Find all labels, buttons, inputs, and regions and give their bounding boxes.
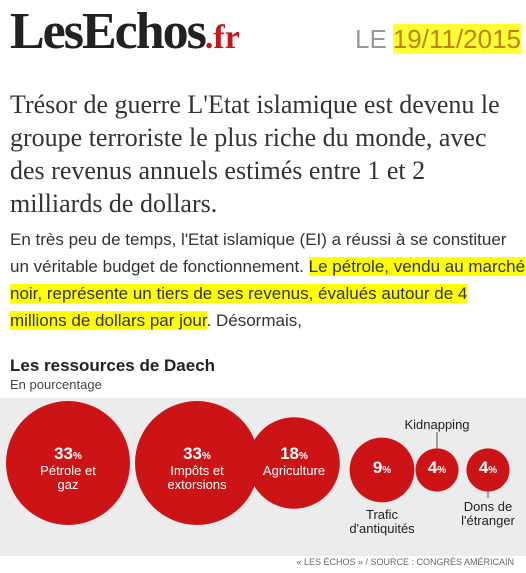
unit: % — [299, 451, 308, 462]
category-label: Trafic d'antiquités — [337, 508, 427, 536]
logo: LesEchos.fr — [10, 2, 240, 61]
value: 33 — [54, 444, 73, 463]
unit: % — [202, 451, 211, 462]
category-label: Pétrole et gaz — [40, 463, 96, 492]
body-text: En très peu de temps, l'Etat islamique (… — [10, 226, 526, 334]
value: 18 — [280, 444, 299, 463]
logo-suffix: .fr — [204, 19, 240, 56]
body-part: En très peu de temps, l'Etat islamique (… — [10, 230, 507, 276]
value-label: 4% — [448, 458, 526, 478]
category-label: Impôts et extorsions — [167, 463, 227, 492]
bubble — [248, 417, 340, 509]
body-part: . Désormais, — [206, 311, 302, 330]
date-value: 19/11/2015 — [392, 24, 522, 54]
source: « LES ÉCHOS » / SOURCE : CONGRÈS AMÉRICA… — [296, 557, 514, 567]
unit: % — [437, 465, 447, 476]
category-text: Trafic d'antiquités — [349, 507, 415, 536]
chart-subtitle: En pourcentage — [10, 377, 102, 392]
category-label: Kidnapping — [392, 418, 482, 432]
value-label: 33% Impôts et extorsions — [162, 444, 232, 492]
category-text: Dons de l'étranger — [461, 499, 515, 528]
unit: % — [73, 451, 82, 462]
date: LE 19/11/2015 — [355, 24, 522, 55]
date-prefix: LE — [355, 24, 387, 54]
bubble — [415, 448, 459, 492]
value-label: 9% — [342, 458, 422, 478]
bubble — [466, 448, 510, 492]
category-text: Kidnapping — [404, 417, 470, 432]
unit: % — [382, 465, 392, 476]
category-label: Agriculture — [262, 463, 326, 478]
bubble — [349, 437, 415, 503]
value: 9 — [372, 458, 383, 477]
chart-title: Les ressources de Daech — [10, 356, 216, 375]
unit: % — [488, 465, 498, 476]
logo-text: LesEchos — [10, 3, 207, 60]
value-label: 4% — [397, 458, 477, 478]
value-label: 18% Agriculture — [259, 444, 329, 478]
category-label: Dons de l'étranger — [453, 500, 523, 528]
value: 4 — [478, 458, 489, 477]
bubble — [6, 401, 130, 525]
value-label: 33% Pétrole et gaz — [33, 444, 103, 492]
value: 4 — [427, 458, 438, 477]
headline: Trésor de guerre L'Etat islamique est de… — [10, 90, 500, 218]
bubble — [135, 401, 259, 525]
value: 33 — [183, 444, 202, 463]
